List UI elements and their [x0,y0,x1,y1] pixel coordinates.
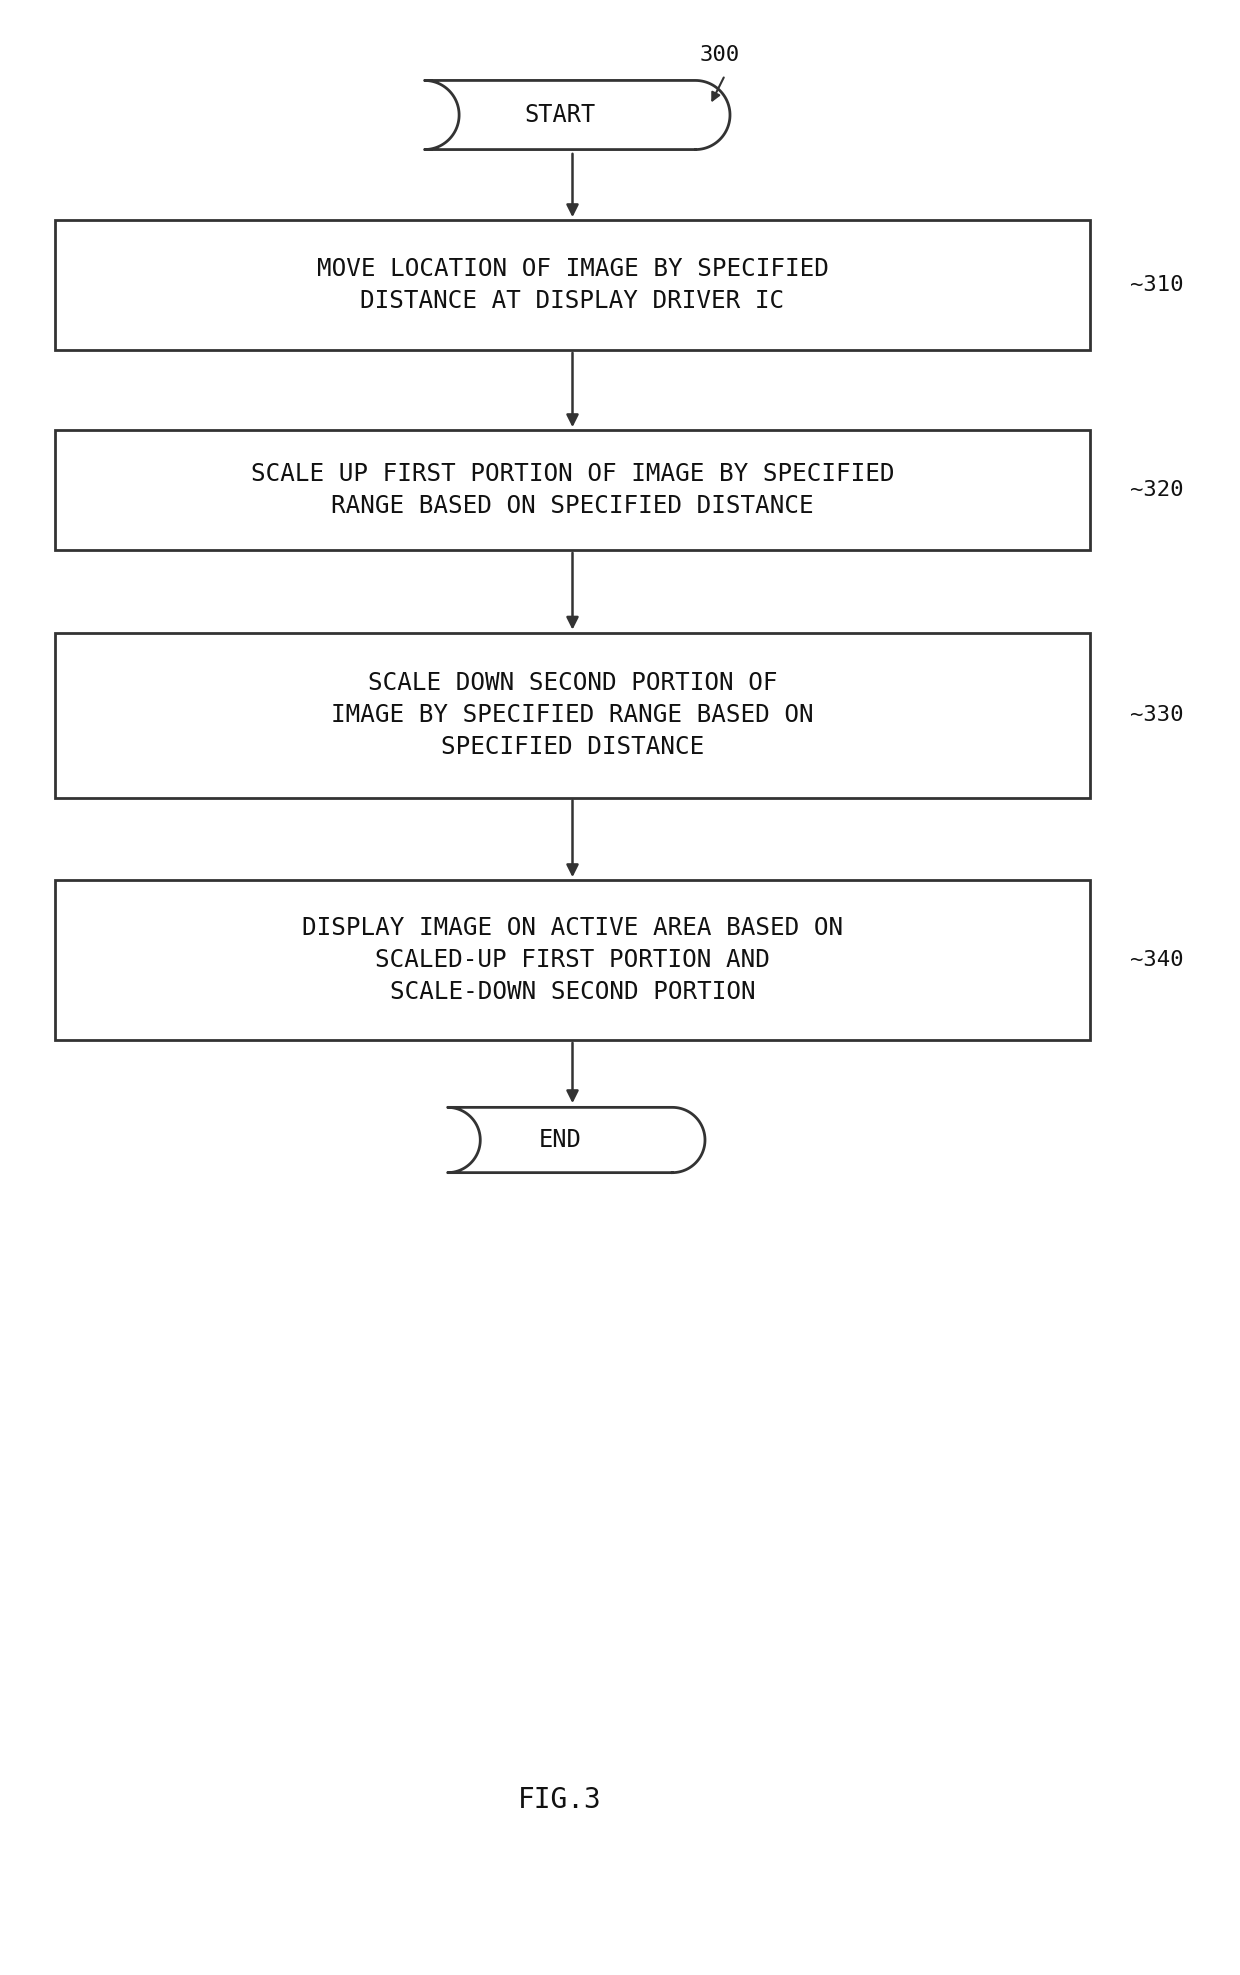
Polygon shape [424,81,730,150]
Text: SCALE DOWN SECOND PORTION OF: SCALE DOWN SECOND PORTION OF [368,672,777,695]
Text: DISPLAY IMAGE ON ACTIVE AREA BASED ON: DISPLAY IMAGE ON ACTIVE AREA BASED ON [301,916,843,940]
Text: RANGE BASED ON SPECIFIED DISTANCE: RANGE BASED ON SPECIFIED DISTANCE [331,494,813,517]
Text: SCALE-DOWN SECOND PORTION: SCALE-DOWN SECOND PORTION [389,980,755,1003]
Polygon shape [448,1108,706,1173]
Bar [55,219,1090,350]
Text: ~320: ~320 [1130,480,1183,500]
Text: END: END [538,1128,582,1151]
Bar [55,632,1090,798]
Text: ~340: ~340 [1130,950,1183,970]
Bar [55,881,1090,1041]
Text: SCALE UP FIRST PORTION OF IMAGE BY SPECIFIED: SCALE UP FIRST PORTION OF IMAGE BY SPECI… [250,462,894,486]
Text: 300: 300 [699,45,740,65]
Text: SCALED-UP FIRST PORTION AND: SCALED-UP FIRST PORTION AND [374,948,770,972]
Text: SPECIFIED DISTANCE: SPECIFIED DISTANCE [441,735,704,758]
Text: ~310: ~310 [1130,275,1183,294]
Text: DISTANCE AT DISPLAY DRIVER IC: DISTANCE AT DISPLAY DRIVER IC [361,288,785,312]
Text: FIG.3: FIG.3 [518,1785,601,1813]
Text: START: START [525,103,595,126]
Text: IMAGE BY SPECIFIED RANGE BASED ON: IMAGE BY SPECIFIED RANGE BASED ON [331,703,813,727]
Bar [55,431,1090,549]
Text: MOVE LOCATION OF IMAGE BY SPECIFIED: MOVE LOCATION OF IMAGE BY SPECIFIED [316,257,828,280]
Text: ~330: ~330 [1130,705,1183,725]
